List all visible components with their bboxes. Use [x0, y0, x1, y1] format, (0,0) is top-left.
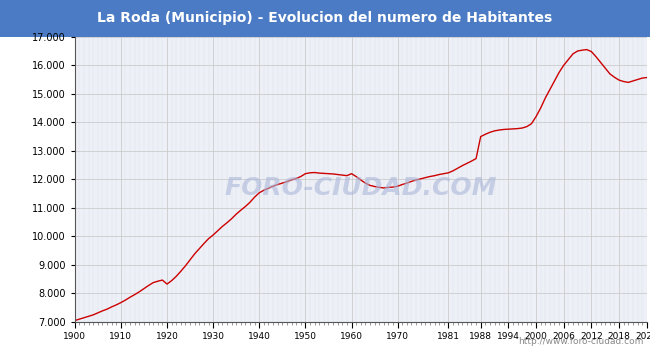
- Text: La Roda (Municipio) - Evolucion del numero de Habitantes: La Roda (Municipio) - Evolucion del nume…: [98, 11, 552, 26]
- Text: FORO-CIUDAD.COM: FORO-CIUDAD.COM: [224, 176, 497, 200]
- Text: http://www.foro-ciudad.com: http://www.foro-ciudad.com: [518, 337, 644, 346]
